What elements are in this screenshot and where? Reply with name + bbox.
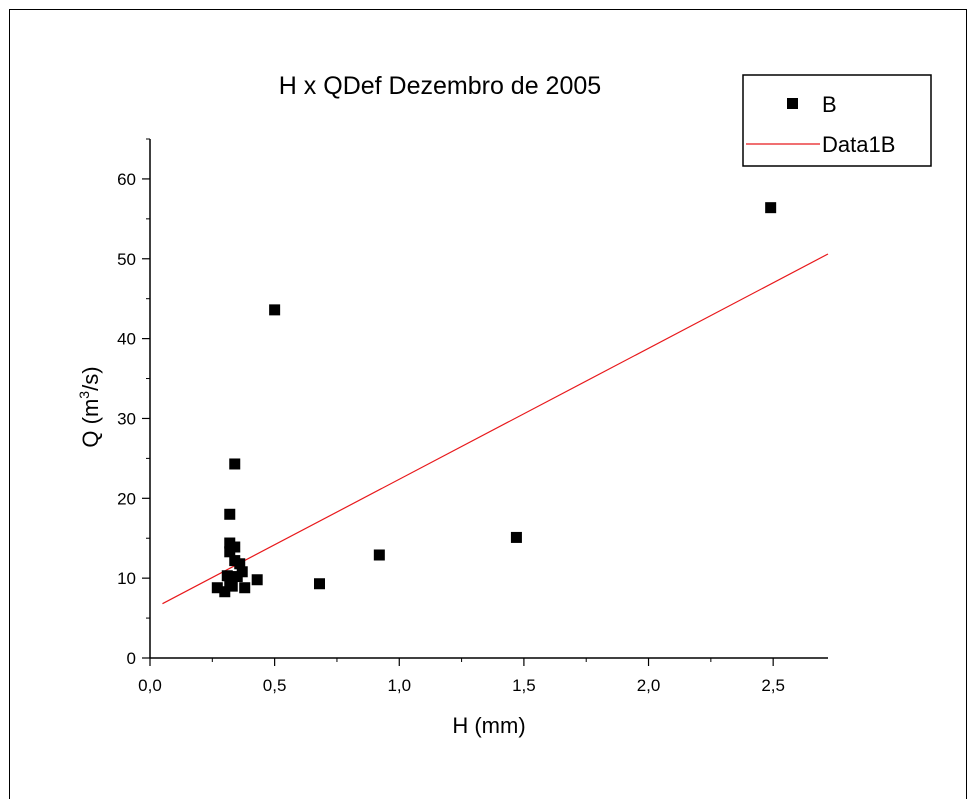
data-point-b bbox=[229, 458, 241, 470]
x-tick-label: 0,5 bbox=[263, 676, 287, 695]
data-point-b bbox=[269, 304, 281, 316]
chart-title: H x QDef Dezembro de 2005 bbox=[279, 72, 601, 100]
y-axis: 0 10 20 30 40 50 60 bbox=[117, 138, 151, 668]
x-tick-label: 0,0 bbox=[138, 676, 162, 695]
data-point-b bbox=[510, 531, 522, 543]
y-axis-label: Q (m3/s) bbox=[76, 366, 103, 447]
data-point-b bbox=[211, 582, 223, 594]
data-point-b bbox=[221, 570, 233, 582]
y-tick-label: 40 bbox=[117, 330, 136, 349]
data-point-b bbox=[224, 508, 236, 520]
legend-label-b: B bbox=[822, 92, 837, 117]
x-tick-label: 1,0 bbox=[387, 676, 411, 695]
x-tick-label: 1,5 bbox=[512, 676, 536, 695]
data-point-b bbox=[236, 566, 248, 578]
x-axis: 0,0 0,5 1,0 1,5 2,0 2,5 bbox=[138, 657, 828, 695]
x-axis-label: H (mm) bbox=[452, 713, 525, 738]
data-point-b bbox=[765, 202, 777, 214]
y-tick-label: 0 bbox=[127, 649, 136, 668]
data-point-b bbox=[229, 541, 241, 553]
y-axis-label-main: Q (m bbox=[78, 399, 103, 448]
plot-area bbox=[162, 202, 829, 605]
y-tick-label: 10 bbox=[117, 569, 136, 588]
legend-marker-b bbox=[787, 98, 798, 109]
y-tick-label: 60 bbox=[117, 170, 136, 189]
data-point-b bbox=[239, 582, 251, 594]
legend-label-data1b: Data1B bbox=[822, 132, 895, 157]
y-axis-label-superscript: 3 bbox=[76, 391, 92, 399]
y-tick-label: 20 bbox=[117, 489, 136, 508]
data-point-b bbox=[226, 580, 238, 592]
legend-box bbox=[742, 74, 932, 167]
y-tick-label: 30 bbox=[117, 409, 136, 428]
fit-line-data1b bbox=[162, 253, 829, 605]
data-point-b bbox=[314, 578, 325, 590]
chart-frame bbox=[9, 9, 967, 799]
data-point-b bbox=[373, 549, 385, 561]
data-point-b bbox=[219, 586, 231, 598]
y-axis-label-tail: /s) bbox=[78, 366, 103, 390]
legend: B Data1B bbox=[742, 74, 932, 167]
x-tick-label: 2,5 bbox=[761, 676, 785, 695]
x-tick-label: 2,0 bbox=[637, 676, 661, 695]
data-point-b bbox=[234, 558, 246, 570]
data-point-b bbox=[251, 574, 263, 586]
y-tick-label: 50 bbox=[117, 250, 136, 269]
